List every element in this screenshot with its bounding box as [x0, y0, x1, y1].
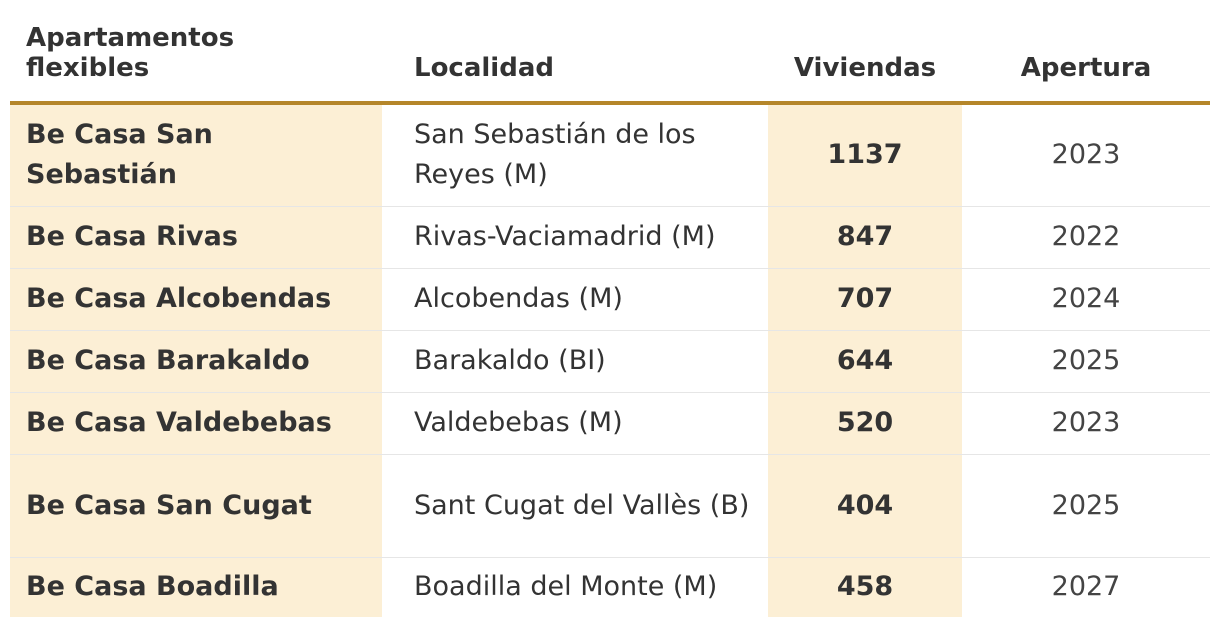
cell-name: Be Casa Barakaldo [10, 330, 382, 393]
header-location: Localidad [382, 0, 768, 105]
cell-name: Be Casa Boadilla [10, 557, 382, 617]
cell-location: Barakaldo (BI) [382, 330, 768, 393]
cell-units: 520 [768, 392, 962, 455]
header-opening: Apertura [962, 0, 1210, 105]
cell-opening: 2022 [962, 206, 1210, 269]
apartments-table-container: Apartamentos flexibles Localidad Viviend… [10, 0, 1210, 617]
cell-location: Sant Cugat del Vallès (B) [382, 454, 768, 558]
cell-name: Be Casa Valdebebas [10, 392, 382, 455]
cell-name: Be Casa San Cugat [10, 454, 382, 558]
table-row: Be Casa Rivas Rivas-Vaciamadrid (M) 847 … [10, 206, 1210, 269]
cell-name: Be Casa Rivas [10, 206, 382, 269]
cell-location: Alcobendas (M) [382, 268, 768, 331]
cell-opening: 2023 [962, 103, 1210, 207]
cell-location: Valdebebas (M) [382, 392, 768, 455]
cell-opening: 2023 [962, 392, 1210, 455]
table-row: Be Casa Barakaldo Barakaldo (BI) 644 202… [10, 330, 1210, 393]
table-row: Be Casa San Sebastián San Sebastián de l… [10, 103, 1210, 207]
table-row: Be Casa Valdebebas Valdebebas (M) 520 20… [10, 392, 1210, 455]
cell-name: Be Casa San Sebastián [10, 103, 382, 207]
cell-opening: 2024 [962, 268, 1210, 331]
apartments-table: Apartamentos flexibles Localidad Viviend… [10, 0, 1210, 617]
header-name: Apartamentos flexibles [10, 0, 382, 105]
table-row: Be Casa San Cugat Sant Cugat del Vallès … [10, 454, 1210, 558]
table-row: Be Casa Boadilla Boadilla del Monte (M) … [10, 557, 1210, 617]
cell-location: San Sebastián de los Reyes (M) [382, 103, 768, 207]
header-units: Viviendas [768, 0, 962, 105]
cell-location: Rivas-Vaciamadrid (M) [382, 206, 768, 269]
cell-opening: 2027 [1051, 571, 1121, 603]
cell-units: 847 [768, 206, 962, 269]
cell-opening: 2025 [962, 330, 1210, 393]
cell-opening: 2025 [962, 454, 1210, 558]
cell-units: 458 [768, 557, 962, 617]
cell-location: Boadilla del Monte (M) [414, 571, 718, 603]
cell-units: 1137 [768, 103, 962, 207]
header-row: Apartamentos flexibles Localidad Viviend… [10, 0, 1210, 105]
cell-units: 404 [768, 454, 962, 558]
cell-name: Be Casa Alcobendas [10, 268, 382, 331]
table-header: Apartamentos flexibles Localidad Viviend… [10, 0, 1210, 105]
table-body: Be Casa San Sebastián San Sebastián de l… [10, 103, 1210, 617]
table-row: Be Casa Alcobendas Alcobendas (M) 707 20… [10, 268, 1210, 331]
cell-units: 707 [768, 268, 962, 331]
cell-units: 644 [768, 330, 962, 393]
